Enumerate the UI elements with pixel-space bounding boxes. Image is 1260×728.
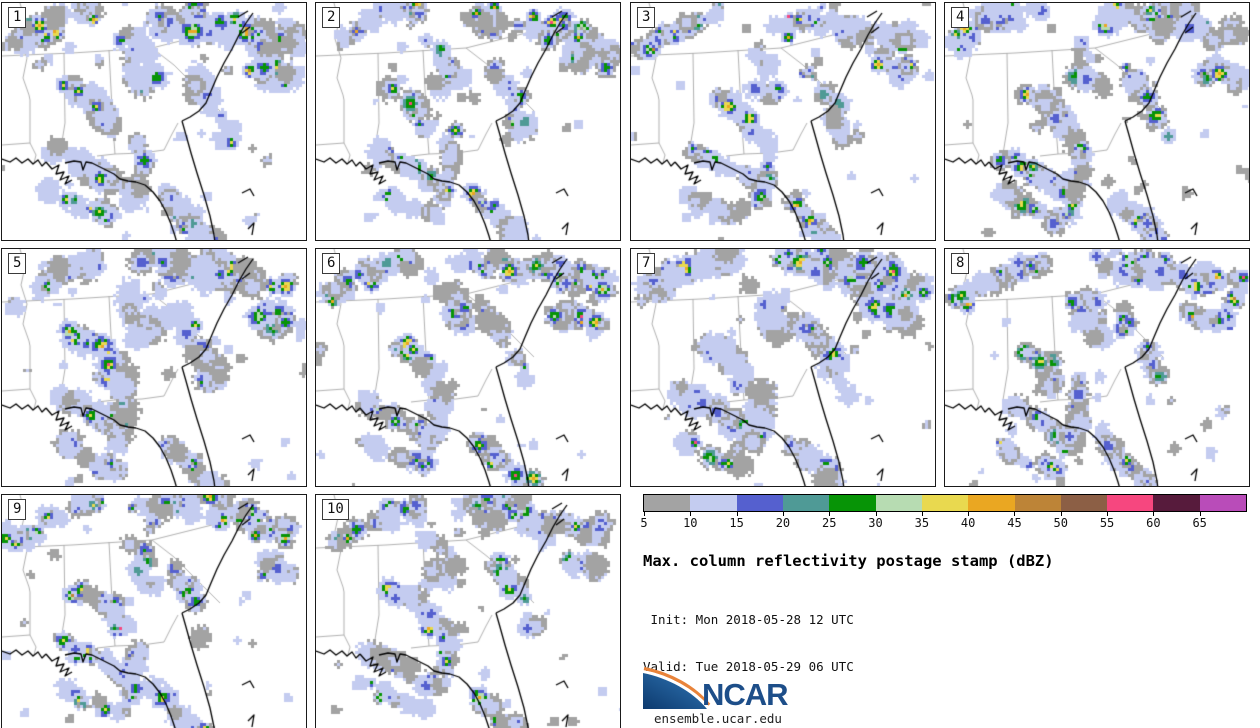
reflectivity-map <box>2 3 306 240</box>
panel-number-label: 10 <box>322 499 349 520</box>
colorbar-tick-label: 60 <box>1146 516 1161 530</box>
colorbar-tickmark <box>644 512 645 516</box>
colorbar-tickmark <box>1014 512 1016 516</box>
forecast-panel: 6 <box>315 248 621 487</box>
colorbar-tick-label: 25 <box>821 516 837 530</box>
colorbar-tick-label: 30 <box>868 516 883 530</box>
colorbar-tick-label: 15 <box>729 516 744 530</box>
forecast-panel: 9 <box>1 494 307 728</box>
colorbar-tick-label: 5 <box>640 516 648 530</box>
colorbar-segment <box>1153 495 1200 511</box>
reflectivity-map <box>945 3 1249 240</box>
forecast-panel: 2 <box>315 2 621 241</box>
chart-title: Max. column reflectivity postage stamp (… <box>643 552 1054 570</box>
panel-number-label: 9 <box>8 499 27 520</box>
colorbar-tick-label: 10 <box>683 516 698 530</box>
colorbar-segment <box>736 495 783 511</box>
colorbar-tickmark <box>1153 512 1155 516</box>
reflectivity-map <box>2 249 306 486</box>
reflectivity-map <box>316 249 620 486</box>
forecast-panel: 3 <box>630 2 936 241</box>
colorbar-segment <box>1060 495 1108 511</box>
forecast-panel: 1 <box>1 2 307 241</box>
colorbar-segment <box>1107 495 1154 511</box>
forecast-panel: 5 <box>1 248 307 487</box>
colorbar-tickmark <box>921 512 923 516</box>
ncar-logo-swoosh-icon <box>643 666 711 709</box>
colorbar-segment <box>968 495 1015 511</box>
panel-number-label: 8 <box>951 253 970 274</box>
forecast-panel: 10 <box>315 494 621 728</box>
colorbar-segment <box>921 495 969 511</box>
panel-number-label: 3 <box>637 7 656 28</box>
colorbar-tickmark <box>829 512 831 516</box>
reflectivity-map <box>316 3 620 240</box>
colorbar-segment <box>690 495 737 511</box>
colorbar-tick-label: 55 <box>1099 516 1115 530</box>
colorbar-tickmark <box>736 512 738 516</box>
forecast-panel: 4 <box>944 2 1250 241</box>
panel-number-label: 2 <box>322 7 341 28</box>
forecast-panel: 8 <box>944 248 1250 487</box>
colorbar-segment <box>829 495 876 511</box>
colorbar-tickmark <box>968 512 970 516</box>
colorbar-tickmark <box>1199 512 1201 516</box>
colorbar-tickmark <box>1060 512 1062 516</box>
colorbar-tick-label: 35 <box>914 516 930 530</box>
colorbar-tickmark <box>690 512 692 516</box>
panel-number-label: 4 <box>951 7 970 28</box>
colorbar-tick-label: 50 <box>1053 516 1068 530</box>
colorbar-tick-label: 45 <box>1007 516 1022 530</box>
reflectivity-map <box>2 495 306 728</box>
valid-time: Valid: Tue 2018-05-29 06 UTC <box>643 658 854 674</box>
reflectivity-map <box>316 495 620 728</box>
site-url: ensemble.ucar.edu <box>654 711 782 726</box>
forecast-panel: 7 <box>630 248 936 487</box>
colorbar-segment <box>1199 495 1247 511</box>
time-info: Init: Mon 2018-05-28 12 UTC Valid: Tue 2… <box>643 581 854 705</box>
ncar-logo-text: NCAR <box>702 677 789 713</box>
panel-number-label: 1 <box>8 7 27 28</box>
init-time: Init: Mon 2018-05-28 12 UTC <box>643 612 854 627</box>
colorbar-segment <box>644 495 691 511</box>
colorbar-tickmark <box>875 512 877 516</box>
ncar-branding: NCAR ensemble.ucar.edu <box>642 664 789 726</box>
reflectivity-map <box>631 249 935 486</box>
colorbar-segment <box>875 495 922 511</box>
reflectivity-map <box>945 249 1249 486</box>
reflectivity-colorbar <box>643 494 1247 512</box>
legend-area: 5 10 15 20 25 30 35 40 45 50 55 60 65 Max. column re… <box>630 494 1254 728</box>
colorbar-tickmark <box>1107 512 1109 516</box>
colorbar-tick-label: 20 <box>775 516 791 530</box>
panel-number-label: 5 <box>8 253 27 274</box>
colorbar-segment <box>1014 495 1061 511</box>
colorbar-segment <box>782 495 830 511</box>
reflectivity-map <box>631 3 935 240</box>
panel-number-label: 7 <box>637 253 656 274</box>
colorbar-tick-label: 65 <box>1192 516 1207 530</box>
colorbar-tick-label: 40 <box>960 516 976 530</box>
colorbar-tickmark <box>782 512 784 516</box>
panel-number-label: 6 <box>322 253 341 274</box>
